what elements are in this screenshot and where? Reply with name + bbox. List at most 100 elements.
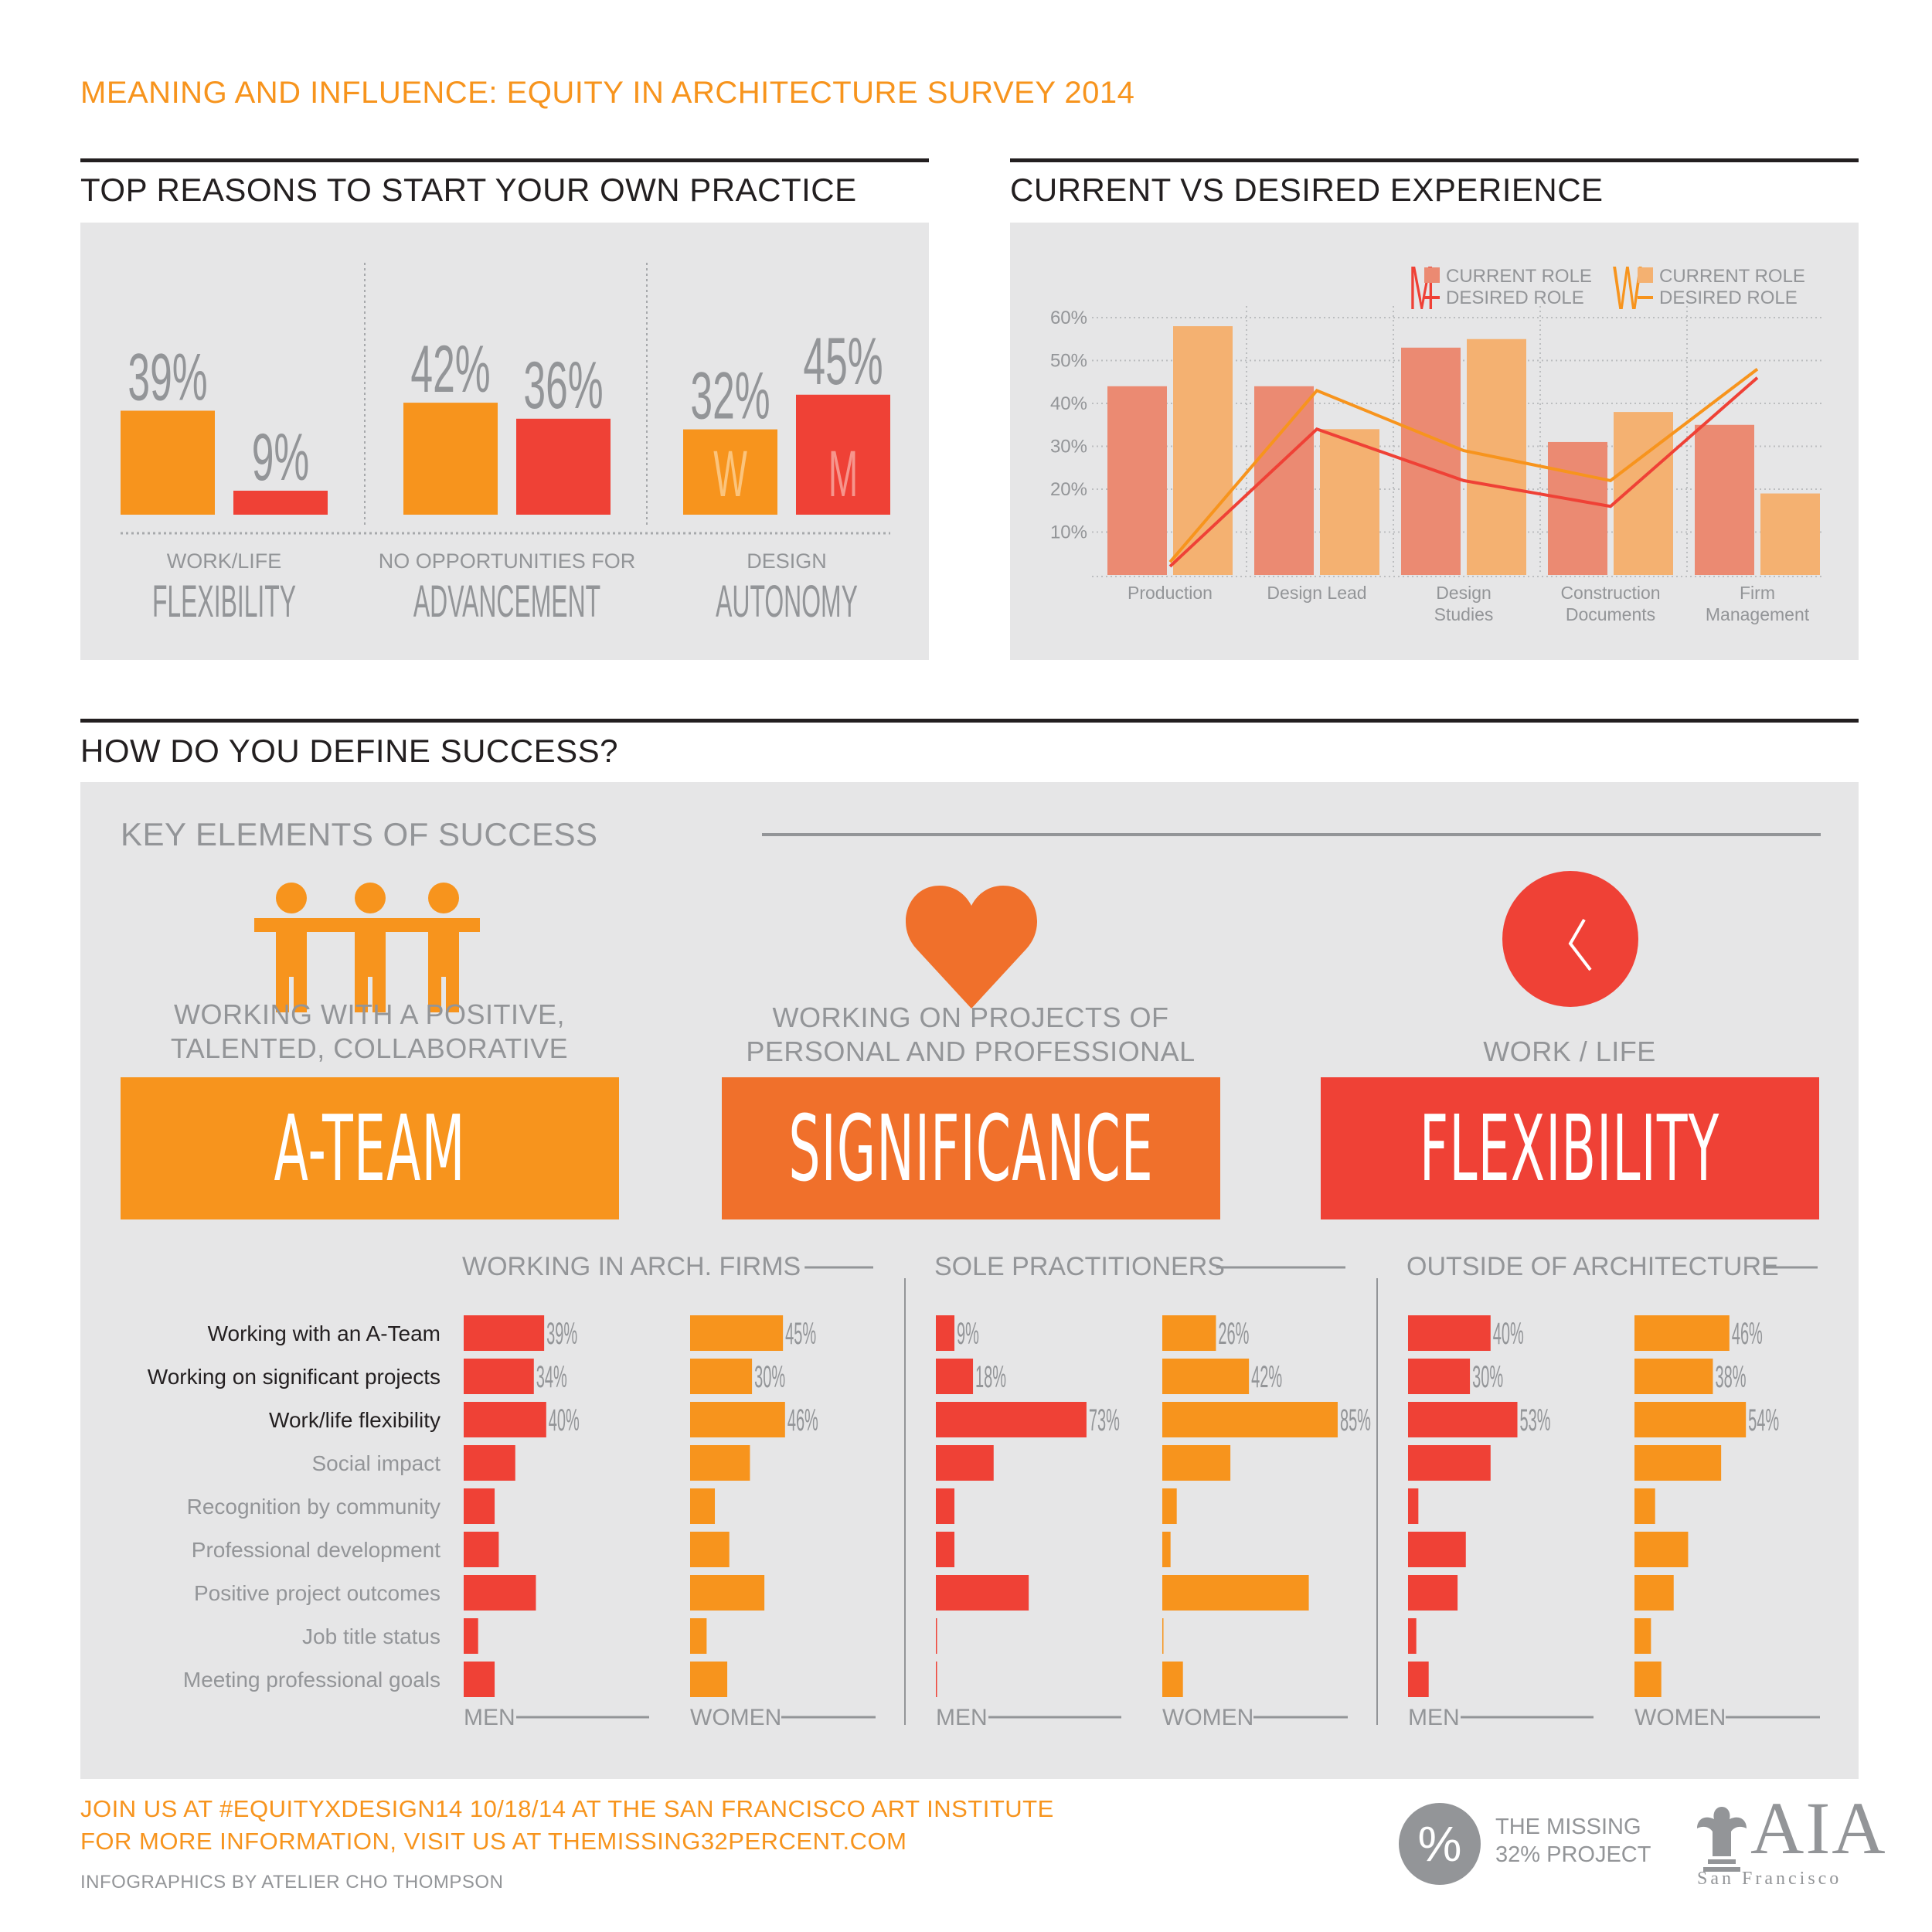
men-axis-label: MEN [936,1705,988,1730]
women-bar [690,1532,730,1567]
bar-value-label-group: 18% [975,1359,1006,1394]
men-bar [1408,1662,1429,1697]
bar-value-label: 45% [785,1315,816,1351]
men-bar [1408,1315,1491,1351]
row-label: Professional development [192,1538,440,1562]
panel-title: SOLE PRACTITIONERS [934,1252,1225,1281]
reason-big-label: FLEXIBILITY [152,577,296,626]
y-tick-label: 20% [1050,479,1087,500]
row-label: Job title status [302,1624,440,1648]
men-bar [1408,1575,1458,1611]
reason-bar [233,490,328,515]
men-bar [1408,1402,1518,1437]
row-label: Work/life flexibility [269,1408,440,1432]
experience-panel: 10% 20% 30% 40% 50% 60% Production Design Lead D… [1010,223,1859,660]
reason-small-label: WORK/LIFE [167,549,282,573]
women-bar [1634,1575,1674,1611]
reason-value-label: 9% [252,421,310,495]
bar-value-label-group: 38% [1715,1359,1746,1394]
bar-value-label: 9% [957,1315,979,1351]
reason-value-label: 36% [523,349,603,423]
men-bar [936,1532,955,1567]
men-bar [936,1359,974,1394]
reasons-title: TOP REASONS TO START YOUR OWN PRACTICE [80,172,857,208]
legend-label: DESIRED ROLE [1659,287,1798,308]
desc-line: PERSONAL AND PROFESSIONAL [746,1036,1196,1067]
missing-project-text: THE MISSING 32% PROJECT [1495,1813,1651,1869]
women-bar [1162,1618,1164,1654]
y-tick-label: 10% [1050,522,1087,543]
bar-value-label: 40% [1493,1315,1524,1351]
reason-value-label-group: 36% [523,349,603,423]
section-rule [80,158,929,162]
success-panel: KEY ELEMENTS OF SUCCESS WORKING WITH A P… [80,782,1859,1779]
reason-value-label: 39% [128,341,207,415]
reason-small-label: DESIGN [747,549,827,573]
men-bar [464,1445,515,1481]
women-bar [1162,1488,1177,1524]
women-bar [1162,1575,1309,1611]
bar-value-label-group: 54% [1748,1402,1779,1437]
experience-bar [1254,386,1314,575]
reasons-panel: 39% 9% WORK/LIFE FLEXIBILITY 42% 36% NO OPPORT… [80,223,929,660]
legend-w-letter: W [1613,254,1642,323]
men-bar [1408,1532,1466,1567]
reason-value-label: 45% [803,325,883,399]
desired-role-line [1168,368,1759,563]
desired-role-line [1168,376,1759,568]
banner-significance: SIGNIFICANCE [722,1077,1220,1219]
experience-title: CURRENT VS DESIRED EXPERIENCE [1010,172,1604,208]
panel-title: OUTSIDE OF ARCHITECTURE [1406,1252,1779,1281]
women-bar [1634,1618,1651,1654]
page-title: MEANING AND INFLUENCE: EQUITY IN ARCHITE… [80,76,1135,110]
women-bar [690,1359,753,1394]
bar-value-label: 39% [546,1315,577,1351]
missing-line: 32% PROJECT [1495,1842,1651,1867]
row-label: Meeting professional goals [183,1668,440,1692]
success-chart: Working with an A-Team Working on signifi… [148,1252,1820,1730]
bar-value-label: 18% [975,1359,1006,1394]
reason-bar [403,403,498,515]
reason-bar [516,418,611,515]
heart-icon [906,886,1037,1009]
missing-logo-icon: % [1399,1803,1481,1885]
footer-website[interactable]: FOR MORE INFORMATION, VISIT US AT THEMIS… [80,1828,907,1855]
aia-eagle-logo-icon [1697,1807,1747,1872]
legend-label: CURRENT ROLE [1446,266,1592,287]
bar-value-label-group: 9% [957,1315,979,1351]
women-bar [690,1575,765,1611]
category-label: Management [1706,604,1810,624]
experience-bar [1320,429,1379,575]
category-label: Construction [1560,583,1660,603]
women-bar [690,1662,728,1697]
legend-label: DESIRED ROLE [1446,287,1584,308]
men-bar [936,1488,955,1524]
men-bar [464,1532,499,1567]
series-letter-label: M [828,439,858,511]
bar-value-label-group: 39% [546,1315,577,1351]
men-bar [464,1618,478,1654]
banner-text: SIGNIFICANCE [788,1095,1154,1202]
men-bar [464,1402,546,1437]
men-bar [1408,1488,1419,1524]
women-bar [1162,1532,1171,1567]
bar-value-label: 73% [1089,1402,1120,1437]
bar-value-label: 38% [1715,1359,1746,1394]
desc-line: TALENTED, COLLABORATIVE [170,1032,569,1064]
experience-bar [1107,386,1167,575]
category-label: Design Lead [1267,583,1366,603]
reason-value-label: 32% [690,359,770,434]
experience-bar [1548,441,1607,575]
bar-value-label-group: 40% [1493,1315,1524,1351]
bar-value-label: 85% [1340,1402,1371,1437]
reason-value-label: 42% [410,333,490,407]
men-bar [464,1575,536,1611]
reason-big-label-group: FLEXIBILITY [152,577,296,626]
section-rule [1010,158,1859,162]
women-bar [1634,1445,1722,1481]
men-bar [1408,1359,1471,1394]
desc-line: WORK / LIFE [1483,1036,1656,1067]
legend-m-letter-group: M [1409,254,1434,323]
men-bar [936,1445,994,1481]
men-bar [936,1662,937,1697]
